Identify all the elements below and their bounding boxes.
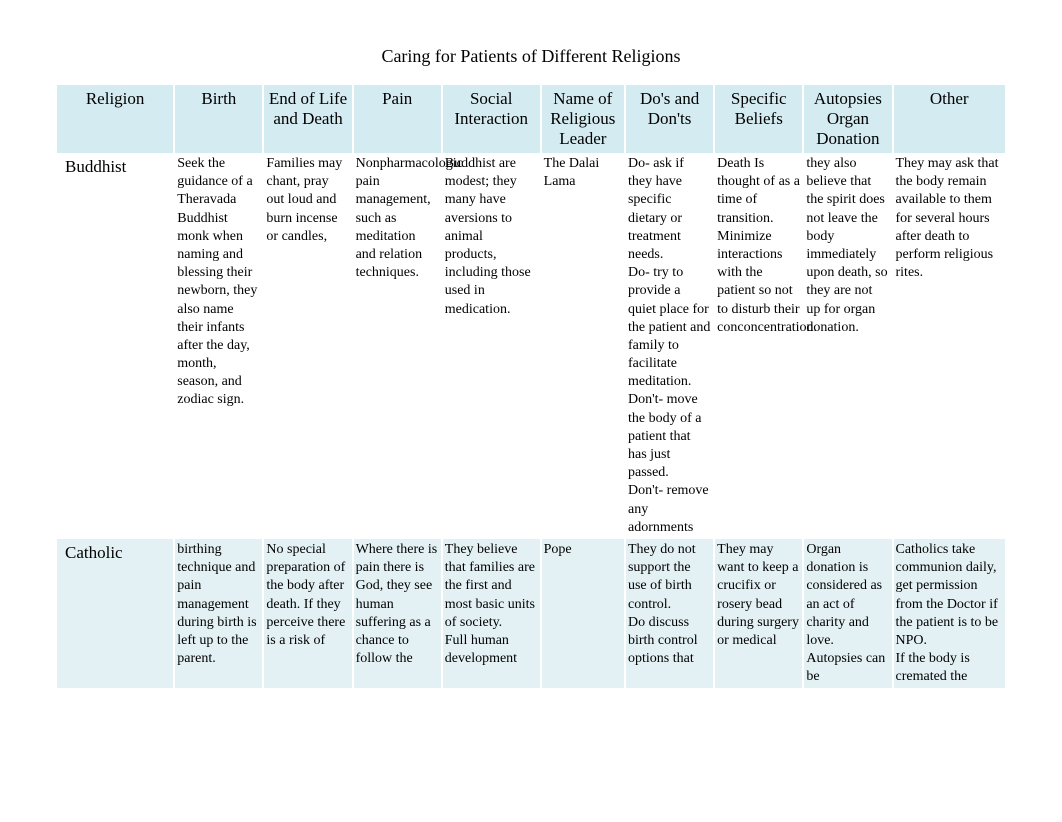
cell-religion: Catholic: [57, 539, 173, 689]
col-header-autopsy: Autopsies Organ Donation: [804, 85, 891, 153]
cell-eol: Families may chant, pray out loud and bu…: [264, 153, 351, 539]
table-row: Buddhist Seek the guidance of a Theravad…: [57, 153, 1005, 539]
cell-leader: Pope: [542, 539, 624, 689]
cell-other: Catholics take communion daily, get perm…: [894, 539, 1006, 689]
cell-religion: Buddhist: [57, 153, 173, 539]
cell-autopsy: they also believe that the spirit does n…: [804, 153, 891, 539]
table-row: Catholic birthing technique and pain man…: [57, 539, 1005, 689]
cell-other: They may ask that the body remain availa…: [894, 153, 1006, 539]
cell-birth: birthing technique and pain management d…: [175, 539, 262, 689]
cell-birth: Seek the guidance of a Theravada Buddhis…: [175, 153, 262, 539]
col-header-eol: End of Life and Death: [264, 85, 351, 153]
table-header-row: Religion Birth End of Life and Death Pai…: [57, 85, 1005, 153]
cell-beliefs: They may want to keep a crucifix or rose…: [715, 539, 802, 689]
cell-pain: Nonpharmacologic pain management, such a…: [354, 153, 441, 539]
table-container: Religion Birth End of Life and Death Pai…: [0, 85, 1062, 688]
cell-leader: The Dalai Lama: [542, 153, 624, 539]
cell-beliefs: Death Is thought of as a time of transit…: [715, 153, 802, 539]
col-header-social: Social Interaction: [443, 85, 540, 153]
cell-social: Buddhist are modest; they many have aver…: [443, 153, 540, 539]
cell-eol: No special preparation of the body after…: [264, 539, 351, 689]
col-header-religion: Religion: [57, 85, 173, 153]
cell-autopsy: Organ donation is considered as an act o…: [804, 539, 891, 689]
col-header-leader: Name of Religious Leader: [542, 85, 624, 153]
cell-dos: They do not support the use of birth con…: [626, 539, 713, 689]
col-header-dos: Do's and Don'ts: [626, 85, 713, 153]
col-header-pain: Pain: [354, 85, 441, 153]
cell-social: They believe that families are the first…: [443, 539, 540, 689]
col-header-other: Other: [894, 85, 1006, 153]
col-header-birth: Birth: [175, 85, 262, 153]
cell-dos: Do- ask if they have specific dietary or…: [626, 153, 713, 539]
page-title: Caring for Patients of Different Religio…: [0, 0, 1062, 85]
religions-table: Religion Birth End of Life and Death Pai…: [55, 85, 1007, 688]
cell-pain: Where there is pain there is God, they s…: [354, 539, 441, 689]
col-header-beliefs: Specific Beliefs: [715, 85, 802, 153]
